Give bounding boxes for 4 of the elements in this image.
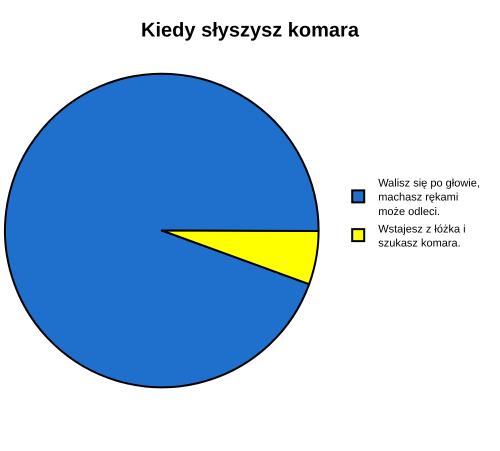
legend-label: Wstajesz z łóżka i szukasz komara. xyxy=(378,223,466,250)
chart-title: Kiedy słyszysz komara xyxy=(141,20,360,42)
legend-label: Walisz się po głowie, machasz rękami może odleci. xyxy=(378,177,480,218)
pie-slice xyxy=(4,72,320,388)
